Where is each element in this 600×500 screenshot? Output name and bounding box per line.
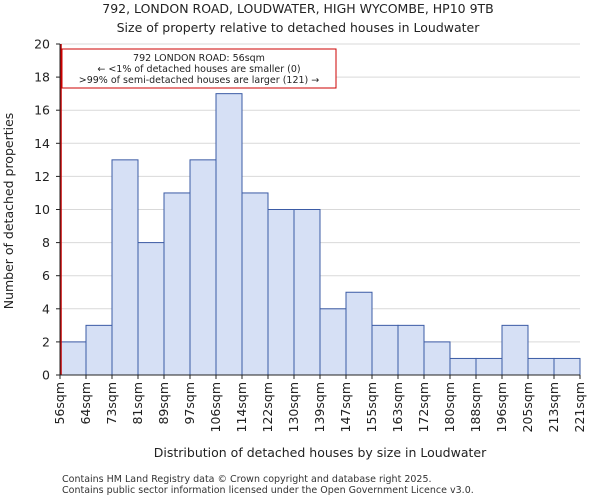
x-tick-label-180sqm: 180sqm [442,382,457,432]
annotation-line1: 792 LONDON ROAD: 56sqm [133,53,265,64]
x-tick-label-114sqm: 114sqm [234,382,249,432]
x-tick-label-147sqm: 147sqm [338,382,353,432]
x-tick-label-221sqm: 221sqm [572,382,587,432]
x-tick-label-188sqm: 188sqm [468,382,483,432]
x-tick-label-196sqm: 196sqm [494,382,509,432]
x-tick-label-97sqm: 97sqm [182,382,197,425]
y-tick-label-8: 8 [42,235,50,250]
x-tick-label-106sqm: 106sqm [208,382,223,432]
bar-114sqm [241,192,269,376]
y-tick-label-4: 4 [42,301,50,316]
bar-139sqm [319,308,347,376]
y-tick-label-14: 14 [34,136,50,151]
x-tick-label-73sqm: 73sqm [104,382,119,425]
chart-title-line2: Size of property relative to detached ho… [117,20,481,35]
bar-73sqm [111,159,139,376]
y-tick-label-6: 6 [42,268,50,283]
x-tick-label-163sqm: 163sqm [390,382,405,432]
bar-155sqm [371,324,399,376]
annotation-line3: >99% of semi-detached houses are larger … [79,75,320,86]
footer-line1: Contains HM Land Registry data © Crown c… [62,474,432,485]
axes-layer: 0 2 4 6 8 10 12 14 16 18 20 56sqm 64sqm 73sqm 81sqm 89s… [34,37,587,433]
y-tick-label-2: 2 [42,334,50,349]
bars-layer [59,93,581,376]
bar-130sqm [293,209,321,376]
x-tick-label-56sqm: 56sqm [52,382,67,425]
bar-56sqm [59,341,87,376]
y-tick-label-18: 18 [34,70,50,85]
bar-188sqm [475,357,503,376]
bar-163sqm [397,324,425,376]
x-tick-label-122sqm: 122sqm [260,382,275,432]
annotation-line2: ← <1% of detached houses are smaller (0) [97,64,300,75]
bar-196sqm [501,324,529,376]
x-tick-label-81sqm: 81sqm [130,382,145,425]
y-tick-label-16: 16 [34,103,50,118]
bar-213sqm [553,357,581,376]
bar-106sqm [215,93,243,376]
x-tick-label-213sqm: 213sqm [546,382,561,432]
x-tick-label-172sqm: 172sqm [416,382,431,432]
y-axis-label: Number of detached properties [1,113,16,310]
bar-97sqm [189,159,217,376]
y-tick-label-0: 0 [42,368,50,383]
x-tick-label-155sqm: 155sqm [364,382,379,432]
footer-line2: Contains public sector information licen… [62,485,474,496]
annotation-border [61,48,337,89]
bar-147sqm [345,291,373,376]
bar-81sqm [137,242,165,376]
bar-89sqm [163,192,191,376]
annotation-box: 792 LONDON ROAD: 56sqm ← <1% of detached… [61,48,337,89]
bar-172sqm [423,341,451,376]
bar-180sqm [449,357,477,376]
bar-122sqm [267,209,295,376]
x-tick-label-139sqm: 139sqm [312,382,327,432]
chart-title-line1: 792, LONDON ROAD, LOUDWATER, HIGH WYCOMB… [102,1,494,16]
bar-205sqm [527,357,555,376]
y-tick-label-12: 12 [34,169,50,184]
y-tick-label-10: 10 [34,202,50,217]
x-tick-label-89sqm: 89sqm [156,382,171,425]
x-axis-label: Distribution of detached houses by size … [154,445,487,460]
x-tick-label-64sqm: 64sqm [78,382,93,425]
x-tick-label-205sqm: 205sqm [520,382,535,432]
x-tick-label-130sqm: 130sqm [286,382,301,432]
y-tick-label-20: 20 [34,37,50,52]
bar-64sqm [85,324,113,376]
